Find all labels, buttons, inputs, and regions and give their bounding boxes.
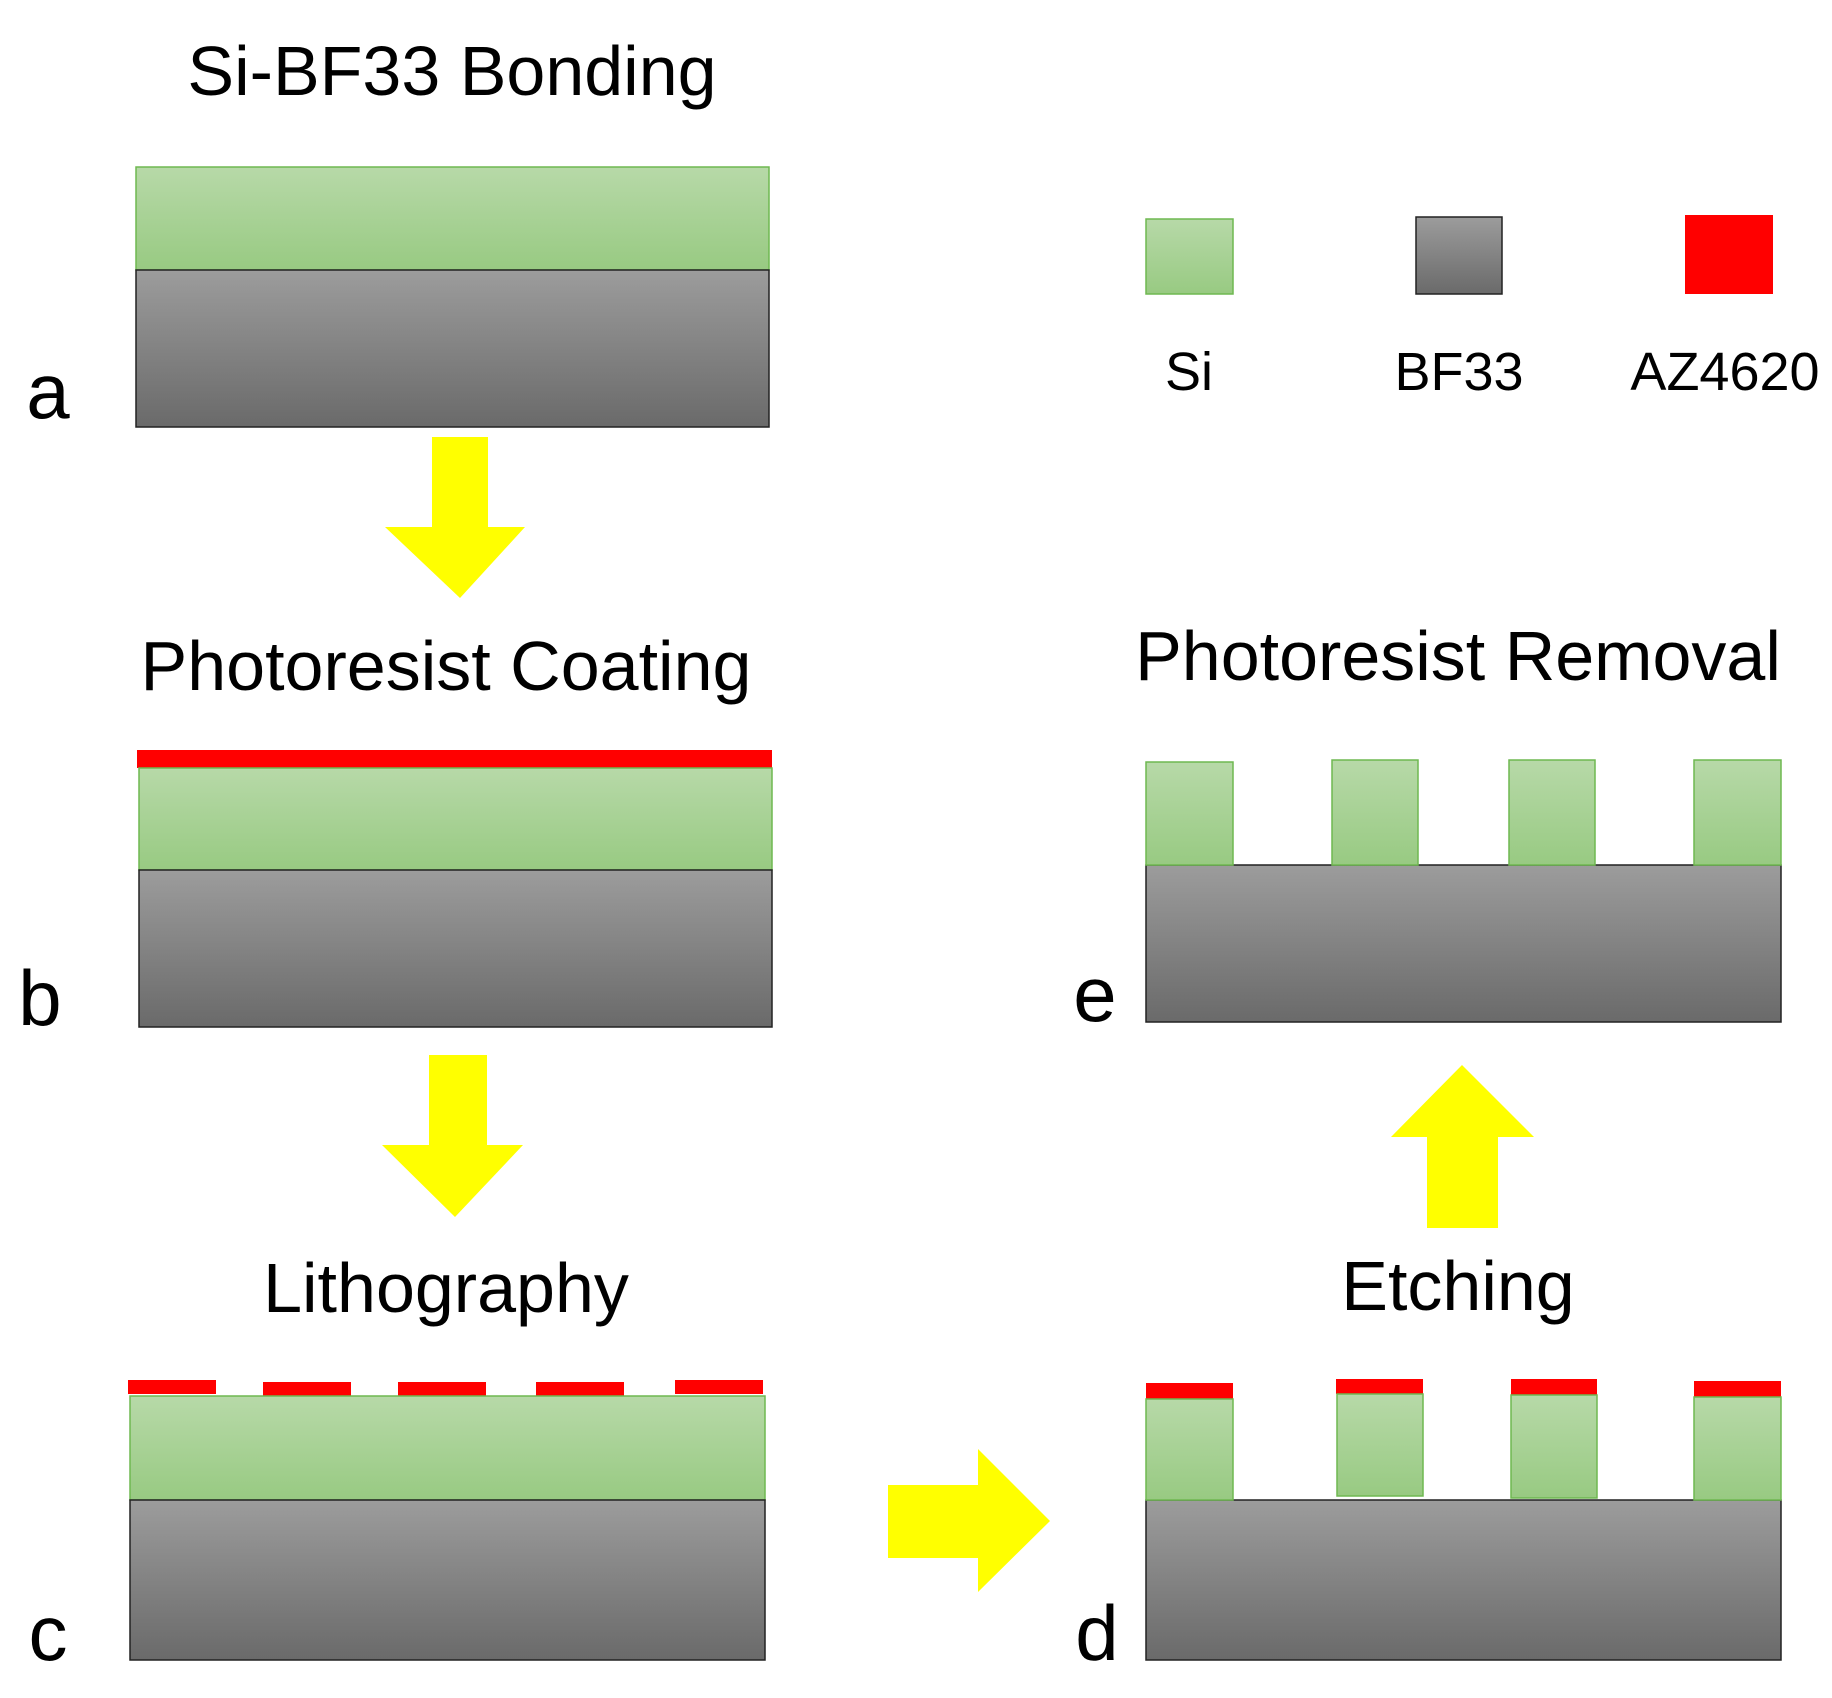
arrow-right-c-to-d [888,1449,1050,1592]
step-b-si-layer [138,767,773,871]
step-d-az4620-mask [1146,1383,1233,1399]
step-d-si-pillar [1145,1398,1234,1501]
step-d-si-pillar [1693,1396,1782,1501]
legend-bf33-swatch [1415,216,1503,295]
step-c: Lithography c [29,1249,766,1677]
step-e-si-pillar [1145,761,1234,866]
step-d: Etching d [1075,1247,1782,1677]
step-c-az4620-pattern [398,1382,486,1396]
step-c-az4620-pattern [675,1380,763,1394]
step-b: Photoresist Coating b [18,627,773,1042]
step-b-az4620-layer [137,750,772,768]
step-e-bf33-substrate [1145,864,1782,1023]
arrow-down-b-to-c [382,1055,523,1217]
step-d-label: d [1075,1589,1118,1677]
step-e: Photoresist Removal e [1073,617,1782,1038]
step-e-title: Photoresist Removal [1135,617,1781,695]
step-e-si-pillar [1331,759,1419,866]
step-c-az4620-pattern [263,1382,351,1396]
legend-az4620-swatch [1685,215,1773,294]
legend: Si BF33 AZ4620 [1145,215,1820,402]
step-c-label: c [29,1589,68,1677]
step-d-bf33-substrate [1145,1499,1782,1661]
step-a-title: Si-BF33 Bonding [187,32,716,110]
step-b-bf33-substrate [138,869,773,1028]
step-d-az4620-mask [1511,1379,1597,1395]
step-d-si-pillar [1336,1393,1424,1497]
arrow-down-a-to-b [385,437,525,598]
step-a-si-layer [135,166,770,271]
step-e-si-pillar [1693,759,1782,866]
step-e-si-pillar [1508,759,1596,866]
legend-az4620-label: AZ4620 [1630,342,1819,402]
step-d-az4620-mask [1694,1381,1781,1397]
step-d-si-pillar [1510,1394,1598,1499]
step-c-title: Lithography [263,1249,629,1327]
legend-bf33-label: BF33 [1394,342,1523,402]
step-d-az4620-mask [1336,1379,1423,1394]
step-c-si-layer [129,1395,766,1501]
step-c-bf33-substrate [129,1499,766,1661]
arrow-up-d-to-e [1391,1065,1534,1228]
step-a-label: a [26,347,70,435]
step-c-az4620-pattern [128,1380,216,1394]
legend-si-label: Si [1165,342,1213,402]
step-e-label: e [1073,950,1116,1038]
step-a: Si-BF33 Bonding a [26,32,770,435]
step-a-bf33-substrate [135,269,770,428]
step-d-title: Etching [1341,1247,1574,1325]
step-b-title: Photoresist Coating [141,627,752,705]
step-c-az4620-pattern [536,1382,624,1396]
legend-si-swatch [1145,218,1234,295]
step-b-label: b [18,954,61,1042]
